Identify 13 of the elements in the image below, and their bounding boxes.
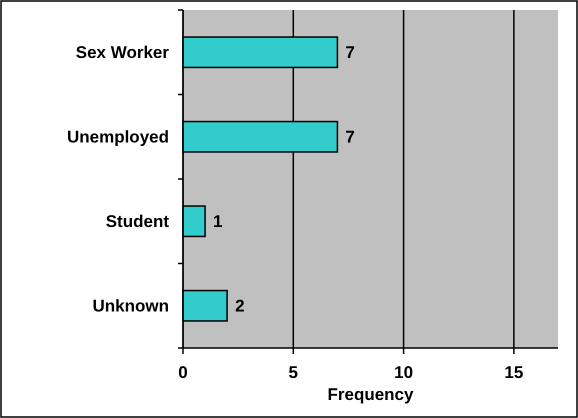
y-tick-label: Unknown [92, 296, 169, 316]
y-tick-label: Sex Worker [76, 43, 170, 62]
data-label: 2 [235, 296, 245, 316]
data-label: 7 [345, 128, 355, 147]
y-tick-label: Unemployed [66, 128, 169, 147]
x-tick-label: 5 [288, 363, 298, 382]
data-label: 7 [345, 43, 355, 62]
x-tick-label: 10 [394, 363, 414, 382]
y-tick-label: Student [106, 212, 170, 232]
x-axis-title: Frequency [328, 385, 414, 404]
data-label: 1 [213, 212, 223, 232]
x-tick-label: 0 [178, 363, 188, 382]
x-tick-label: 15 [504, 363, 524, 382]
